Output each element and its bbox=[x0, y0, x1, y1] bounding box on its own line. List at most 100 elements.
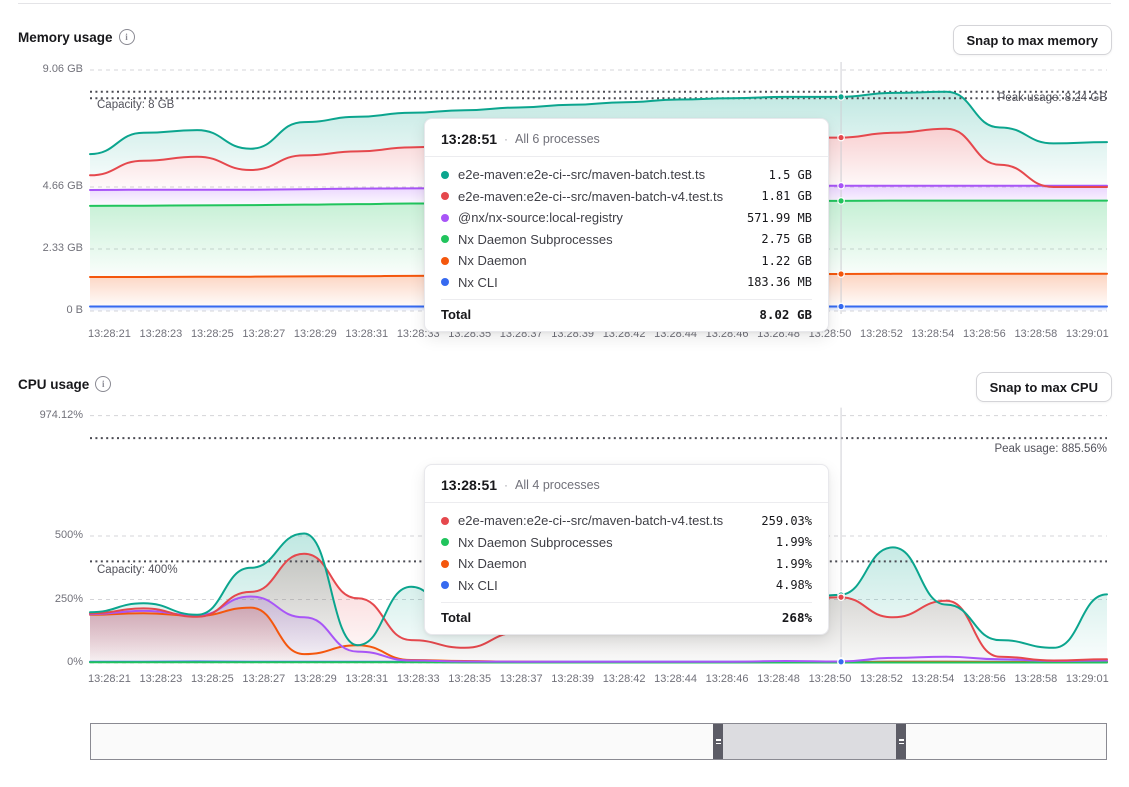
tooltip-row: Nx Daemon Subprocesses 2.75 GB bbox=[441, 229, 812, 251]
cpu-peak-label: Peak usage: 885.56% bbox=[994, 443, 1107, 455]
process-value: 2.75 GB bbox=[761, 232, 812, 247]
process-name: Nx Daemon bbox=[458, 556, 527, 572]
memory-tooltip-header: 13:28:51 · All 6 processes bbox=[425, 119, 828, 156]
x-axis-tick-label: 13:28:25 bbox=[190, 673, 234, 685]
y-axis-tick-label: 250% bbox=[54, 592, 83, 605]
x-axis-tick-label: 13:28:37 bbox=[499, 673, 543, 685]
memory-capacity-label: Capacity: 8 GB bbox=[97, 99, 175, 111]
x-axis-tick-label: 13:28:29 bbox=[293, 673, 337, 685]
tooltip-scope: All 6 processes bbox=[515, 132, 600, 146]
series-color-dot bbox=[441, 256, 449, 265]
process-value: 1.81 GB bbox=[761, 189, 812, 204]
tooltip-row: Nx Daemon 1.99% bbox=[441, 553, 812, 575]
total-label: Total bbox=[441, 610, 472, 625]
memory-tooltip-rows: e2e-maven:e2e-ci--src/maven-batch.test.t… bbox=[425, 157, 828, 293]
x-axis-tick-label: 13:28:35 bbox=[448, 673, 492, 685]
cpu-tooltip-header: 13:28:51 · All 4 processes bbox=[425, 465, 828, 502]
process-name: Nx Daemon bbox=[458, 253, 527, 269]
cpu-x-axis: 13:28:21 13:28:23 13:28:25 13:28:27 13:28:29… bbox=[88, 673, 1109, 685]
x-axis-tick-label: 13:28:31 bbox=[345, 328, 389, 340]
y-axis-tick-label: 974.12% bbox=[39, 408, 83, 421]
x-axis-tick-label: 13:28:48 bbox=[757, 673, 800, 685]
x-axis-tick-label: 13:28:44 bbox=[654, 673, 697, 685]
process-name: Nx CLI bbox=[458, 577, 498, 593]
tooltip-row: Nx CLI 4.98% bbox=[441, 575, 812, 597]
tooltip-time: 13:28:51 bbox=[441, 477, 498, 493]
brush-handle-left[interactable] bbox=[713, 724, 723, 759]
cpu-cursor-crosshair bbox=[837, 407, 845, 667]
tooltip-row: e2e-maven:e2e-ci--src/maven-batch-v4.tes… bbox=[441, 186, 812, 208]
cpu-capacity-label: Capacity: 400% bbox=[97, 564, 178, 576]
cpu-chart[interactable] bbox=[0, 405, 1129, 675]
memory-peak-label: Peak usage: 8.24 GB bbox=[997, 92, 1107, 104]
cpu-info-icon[interactable]: i bbox=[95, 376, 112, 392]
process-name: @nx/nx-source:local-registry bbox=[458, 210, 623, 226]
timeline-brush-track[interactable] bbox=[90, 723, 1107, 760]
process-value: 4.98% bbox=[775, 578, 812, 593]
tooltip-row: e2e-maven:e2e-ci--src/maven-batch.test.t… bbox=[441, 164, 812, 186]
x-axis-tick-label: 13:29:01 bbox=[1065, 328, 1109, 340]
total-value: 268% bbox=[781, 610, 812, 625]
y-axis-tick-label: 9.06 GB bbox=[42, 63, 83, 75]
snap-to-max-memory-button[interactable]: Snap to max memory bbox=[952, 25, 1112, 55]
tooltip-row: Nx CLI 183.36 MB bbox=[441, 272, 812, 294]
cpu-tooltip-rows: e2e-maven:e2e-ci--src/maven-batch-v4.tes… bbox=[425, 503, 828, 596]
x-axis-tick-label: 13:28:27 bbox=[242, 673, 286, 685]
x-axis-tick-label: 13:28:42 bbox=[602, 673, 646, 685]
series-color-dot bbox=[441, 235, 449, 244]
cpu-tooltip-total: Total 268% bbox=[441, 602, 812, 634]
memory-section-header: Memory usage i bbox=[18, 29, 135, 45]
process-name: Nx Daemon Subprocesses bbox=[458, 534, 613, 550]
process-value: 259.03% bbox=[761, 513, 812, 528]
x-axis-tick-label: 13:28:56 bbox=[962, 328, 1006, 340]
x-axis-tick-label: 13:28:21 bbox=[88, 673, 131, 685]
series-color-dot bbox=[441, 213, 449, 222]
brush-handle-right[interactable] bbox=[896, 724, 906, 759]
memory-title: Memory usage bbox=[18, 29, 113, 45]
x-axis-tick-label: 13:28:56 bbox=[962, 673, 1006, 685]
series-color-dot bbox=[441, 516, 449, 525]
memory-cursor-crosshair bbox=[837, 62, 845, 314]
x-axis-tick-label: 13:28:54 bbox=[911, 328, 955, 340]
y-axis-tick-label: 0% bbox=[67, 656, 83, 668]
x-axis-tick-label: 13:28:58 bbox=[1014, 328, 1058, 340]
cpu-section-header: CPU usage i bbox=[18, 376, 112, 392]
process-value: 183.36 MB bbox=[746, 275, 812, 290]
x-axis-tick-label: 13:28:23 bbox=[139, 328, 183, 340]
process-value: 1.99% bbox=[775, 535, 812, 550]
y-axis-tick-label: 4.66 GB bbox=[42, 180, 83, 193]
process-name: e2e-maven:e2e-ci--src/maven-batch-v4.tes… bbox=[458, 513, 724, 529]
memory-tooltip: 13:28:51 · All 6 processes e2e-maven:e2e… bbox=[424, 118, 829, 332]
tooltip-row: @nx/nx-source:local-registry 571.99 MB bbox=[441, 207, 812, 229]
tooltip-row: Nx Daemon Subprocesses 1.99% bbox=[441, 532, 812, 554]
tooltip-row: Nx Daemon 1.22 GB bbox=[441, 250, 812, 272]
memory-tooltip-total: Total 8.02 GB bbox=[441, 299, 812, 331]
y-axis-tick-label: 2.33 GB bbox=[42, 242, 83, 255]
y-axis-tick-label: 500% bbox=[54, 529, 83, 541]
tooltip-separator: · bbox=[504, 132, 509, 146]
tooltip-divider bbox=[425, 156, 828, 157]
x-axis-tick-label: 13:28:39 bbox=[551, 673, 595, 685]
process-name: Nx Daemon Subprocesses bbox=[458, 231, 613, 247]
x-axis-tick-label: 13:28:23 bbox=[139, 673, 183, 685]
tooltip-time: 13:28:51 bbox=[441, 131, 498, 147]
brush-selected-window[interactable] bbox=[723, 724, 896, 759]
series-color-dot bbox=[441, 170, 449, 179]
memory-info-icon[interactable]: i bbox=[118, 29, 135, 45]
memory-threshold-lines bbox=[90, 90, 1107, 100]
process-value: 1.5 GB bbox=[768, 167, 812, 182]
x-axis-tick-label: 13:28:25 bbox=[190, 328, 234, 340]
total-value: 8.02 GB bbox=[759, 307, 812, 322]
series-color-dot bbox=[441, 581, 449, 590]
top-divider bbox=[18, 3, 1111, 4]
series-color-dot bbox=[441, 538, 449, 547]
series-color-dot bbox=[441, 278, 449, 287]
x-axis-tick-label: 13:28:31 bbox=[345, 673, 389, 685]
x-axis-tick-label: 13:28:29 bbox=[293, 328, 337, 340]
x-axis-tick-label: 13:28:50 bbox=[808, 673, 852, 685]
x-axis-tick-label: 13:28:52 bbox=[860, 673, 903, 685]
snap-to-max-cpu-button[interactable]: Snap to max CPU bbox=[975, 372, 1112, 402]
x-axis-tick-label: 13:28:52 bbox=[860, 328, 903, 340]
y-axis-tick-label: 0 B bbox=[66, 304, 83, 316]
